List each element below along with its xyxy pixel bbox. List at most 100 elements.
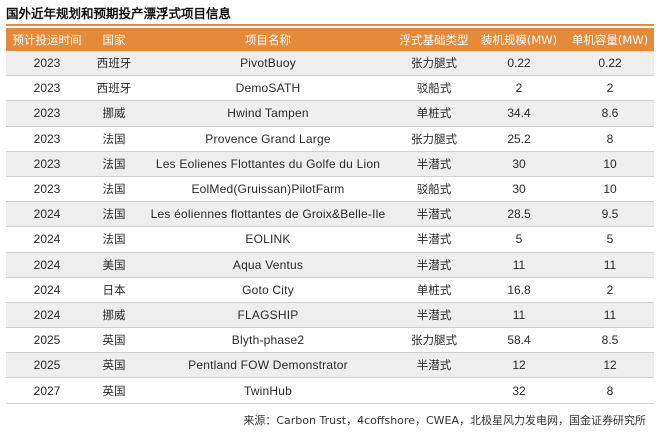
cell-capacity: 25.2 <box>472 126 566 152</box>
cell-capacity: 11 <box>472 252 566 278</box>
cell-country: 挪威 <box>88 302 140 329</box>
cell-foundation-type: 半潜式 <box>396 252 472 278</box>
table-row: 2023 西班牙 DemoSATH 驳船式 2 2 <box>6 75 654 102</box>
table-row: 2023 西班牙 PivotBuoy 张力腿式 0.22 0.22 <box>6 51 654 77</box>
cell-unit-capacity: 2 <box>566 277 654 303</box>
table-row: 2023 法国 EolMed(Gruissan)PilotFarm 驳船式 30 10 <box>6 176 654 203</box>
cell-year: 2024 <box>6 302 88 329</box>
table-row: 2024 挪威 FLAGSHIP 半潜式 11 11 <box>6 302 654 329</box>
cell-unit-capacity: 9.5 <box>566 201 654 228</box>
cell-project-name: FLAGSHIP <box>140 302 396 329</box>
cell-country: 法国 <box>88 126 140 152</box>
cell-unit-capacity: 10 <box>566 151 654 177</box>
cell-project-name: Pentland FOW Demonstrator <box>140 352 396 379</box>
cell-country: 西班牙 <box>88 51 140 77</box>
cell-year: 2023 <box>6 100 88 127</box>
cell-project-name: EOLINK <box>140 226 396 253</box>
cell-capacity: 30 <box>472 176 566 203</box>
header-project-name: 项目名称 <box>140 28 396 51</box>
cell-foundation-type: 张力腿式 <box>396 126 472 152</box>
table-row: 2025 英国 Pentland FOW Demonstrator 半潜式 12 12 <box>6 352 654 379</box>
cell-country: 日本 <box>88 277 140 303</box>
cell-capacity: 5 <box>472 226 566 253</box>
cell-unit-capacity: 5 <box>566 226 654 253</box>
title-divider <box>6 24 654 26</box>
cell-country: 挪威 <box>88 100 140 127</box>
cell-capacity: 2 <box>472 75 566 102</box>
cell-project-name: Provence Grand Large <box>140 126 396 152</box>
cell-project-name: Les éoliennes flottantes de Groix&Belle-… <box>140 201 396 228</box>
cell-unit-capacity: 11 <box>566 252 654 278</box>
cell-foundation-type: 半潜式 <box>396 302 472 329</box>
cell-capacity: 16.8 <box>472 277 566 303</box>
cell-foundation-type: 半潜式 <box>396 151 472 177</box>
header-country: 国家 <box>88 28 140 51</box>
cell-foundation-type: 单桩式 <box>396 100 472 127</box>
table-row: 2023 挪威 Hwind Tampen 单桩式 34.4 8.6 <box>6 100 654 127</box>
cell-unit-capacity: 2 <box>566 75 654 102</box>
table-row: 2025 英国 Blyth-phase2 张力腿式 58.4 8.5 <box>6 327 654 354</box>
cell-year: 2023 <box>6 51 88 77</box>
header-unit-capacity: 单机容量(MW) <box>566 28 654 51</box>
cell-project-name: Aqua Ventus <box>140 252 396 278</box>
cell-year: 2025 <box>6 327 88 354</box>
cell-capacity: 0.22 <box>472 51 566 77</box>
cell-project-name: TwinHub <box>140 377 396 404</box>
cell-year: 2024 <box>6 252 88 278</box>
cell-year: 2024 <box>6 277 88 303</box>
cell-capacity: 34.4 <box>472 100 566 127</box>
table-row: 2024 美国 Aqua Ventus 半潜式 11 11 <box>6 252 654 278</box>
table-body: 2023 西班牙 PivotBuoy 张力腿式 0.22 0.22 2023 西班牙 DemoS… <box>6 51 654 404</box>
cell-year: 2023 <box>6 126 88 152</box>
cell-year: 2024 <box>6 226 88 253</box>
cell-unit-capacity: 8 <box>566 126 654 152</box>
table-title: 国外近年规划和预期投产漂浮式项目信息 <box>6 6 232 21</box>
source-note: 来源：Carbon Trust，4coffshore，CWEA，北极星风力发电网… <box>243 414 646 427</box>
cell-year: 2023 <box>6 151 88 177</box>
cell-country: 法国 <box>88 176 140 203</box>
table-header-row: 预计投运时间 国家 项目名称 浮式基础类型 装机规模(MW) 单机容量(MW) <box>6 28 654 51</box>
table-row: 2024 法国 Les éoliennes flottantes de Groix&… <box>6 201 654 228</box>
cell-foundation-type: 张力腿式 <box>396 327 472 354</box>
cell-project-name: PivotBuoy <box>140 51 396 77</box>
header-year: 预计投运时间 <box>6 28 88 51</box>
table-row: 2024 日本 Goto City 单桩式 16.8 2 <box>6 277 654 303</box>
cell-foundation-type: 半潜式 <box>396 201 472 228</box>
cell-unit-capacity: 0.22 <box>566 51 654 77</box>
cell-foundation-type: 驳船式 <box>396 75 472 102</box>
cell-project-name: Hwind Tampen <box>140 100 396 127</box>
header-capacity: 装机规模(MW) <box>472 28 566 51</box>
cell-capacity: 11 <box>472 302 566 329</box>
cell-foundation-type: 单桩式 <box>396 277 472 303</box>
cell-unit-capacity: 8 <box>566 377 654 404</box>
cell-year: 2027 <box>6 377 88 404</box>
cell-foundation-type: 张力腿式 <box>396 51 472 77</box>
cell-unit-capacity: 12 <box>566 352 654 379</box>
cell-country: 法国 <box>88 201 140 228</box>
cell-year: 2025 <box>6 352 88 379</box>
table-row: 2023 法国 Les Eolienes Flottantes du Golfe d… <box>6 151 654 177</box>
table-row: 2024 法国 EOLINK 半潜式 5 5 <box>6 226 654 253</box>
cell-country: 英国 <box>88 377 140 404</box>
cell-foundation-type <box>396 377 472 404</box>
cell-unit-capacity: 10 <box>566 176 654 203</box>
cell-capacity: 12 <box>472 352 566 379</box>
cell-year: 2024 <box>6 201 88 228</box>
cell-capacity: 58.4 <box>472 327 566 354</box>
cell-foundation-type: 半潜式 <box>396 226 472 253</box>
cell-foundation-type: 半潜式 <box>396 352 472 379</box>
cell-foundation-type: 驳船式 <box>396 176 472 203</box>
cell-unit-capacity: 8.6 <box>566 100 654 127</box>
cell-country: 法国 <box>88 151 140 177</box>
cell-country: 西班牙 <box>88 75 140 102</box>
cell-project-name: EolMed(Gruissan)PilotFarm <box>140 176 396 203</box>
cell-year: 2023 <box>6 75 88 102</box>
cell-country: 英国 <box>88 352 140 379</box>
cell-project-name: Blyth-phase2 <box>140 327 396 354</box>
header-foundation-type: 浮式基础类型 <box>396 28 472 51</box>
cell-capacity: 30 <box>472 151 566 177</box>
cell-unit-capacity: 11 <box>566 302 654 329</box>
table-row: 2027 英国 TwinHub 32 8 <box>6 377 654 404</box>
table-row: 2023 法国 Provence Grand Large 张力腿式 25.2 8 <box>6 126 654 152</box>
